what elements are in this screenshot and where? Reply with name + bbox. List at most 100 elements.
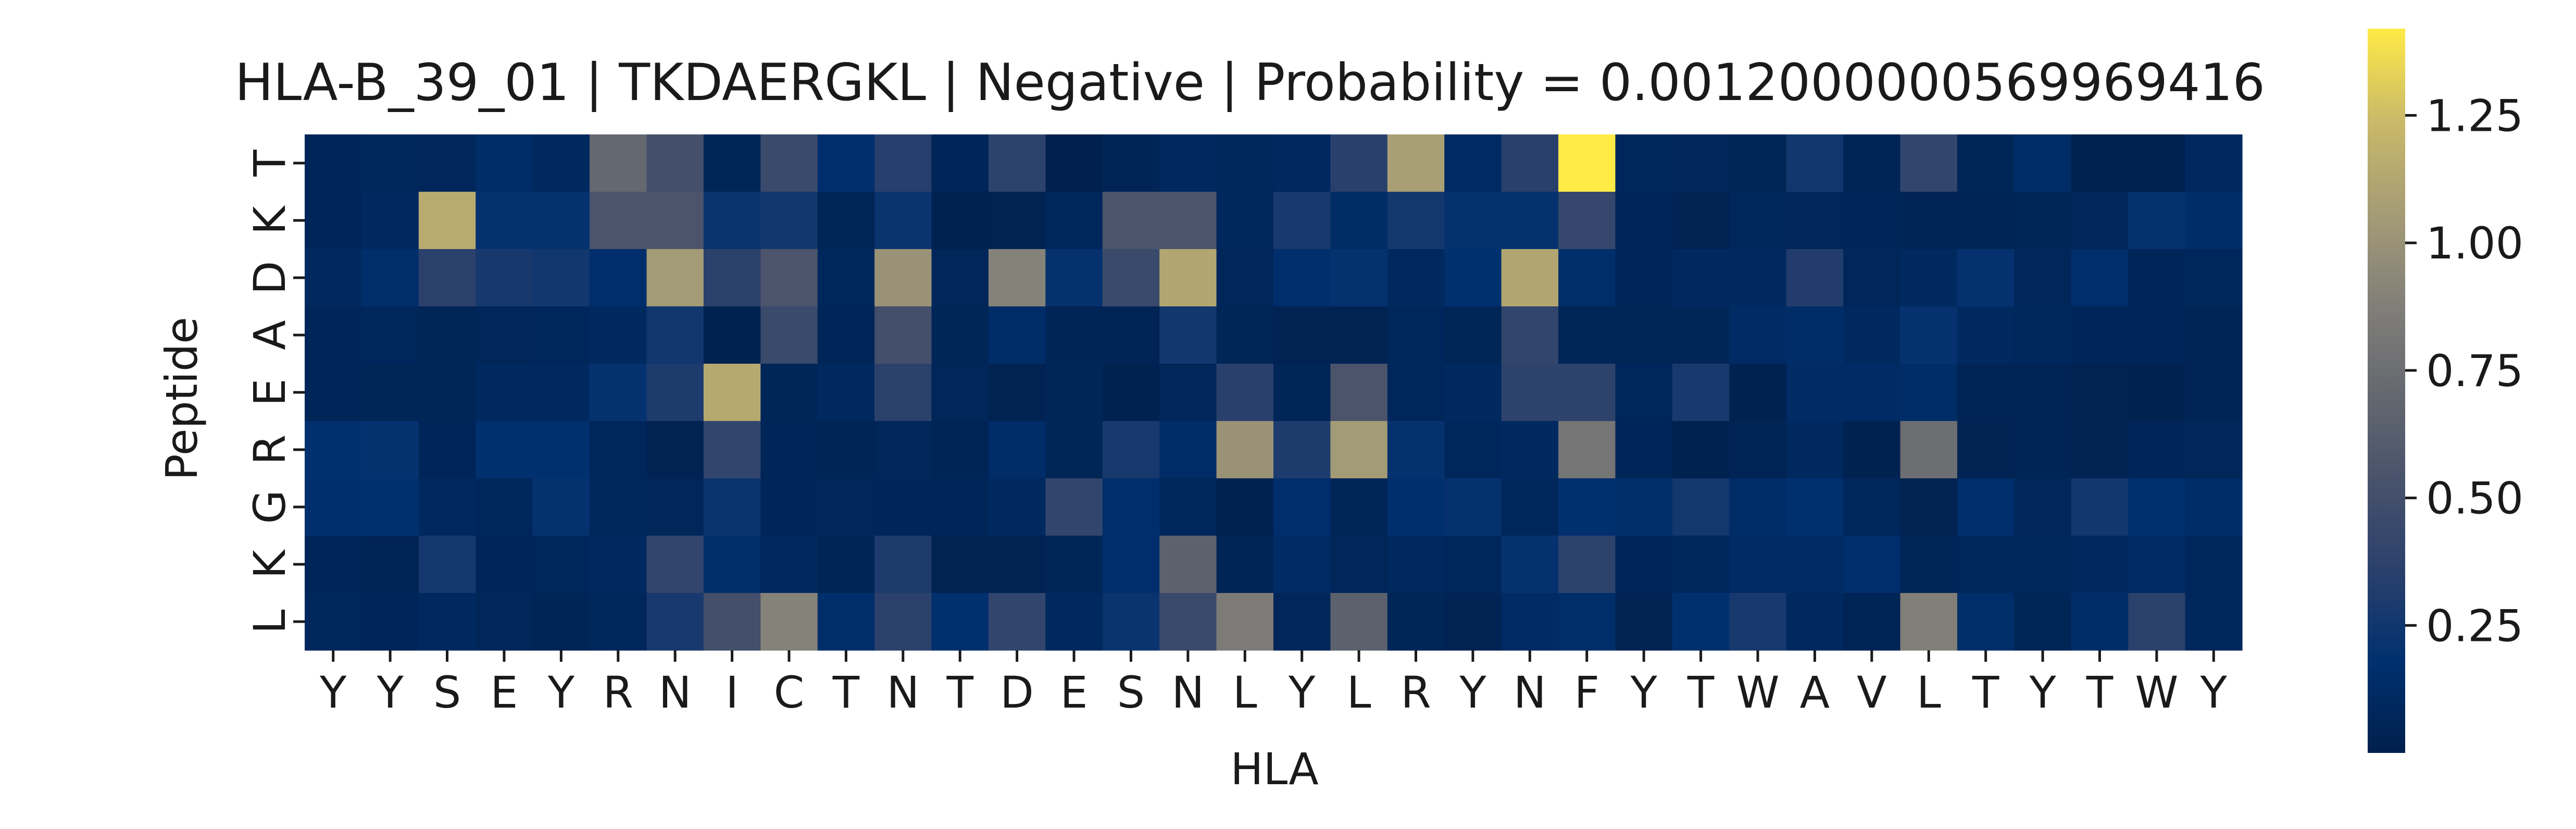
heatmap-cell [305,536,362,593]
heatmap-cell [760,306,818,364]
heatmap-cell [1387,536,1445,593]
heatmap-cell [1273,421,1331,479]
heatmap-cell [305,306,362,364]
heatmap-cell [590,478,647,536]
heatmap-cell [874,249,932,307]
heatmap-cell [2128,364,2186,422]
heatmap-cell [1843,134,1901,192]
heatmap-cell [2128,249,2186,307]
heatmap-cell [476,306,533,364]
heatmap-cell [1444,593,1502,651]
heatmap-cell [2071,134,2129,192]
heatmap-cell [1387,306,1445,364]
heatmap-cell [1102,478,1160,536]
heatmap-cell [1786,421,1844,479]
x-tick-label: Y [2029,667,2056,718]
heatmap-cell [646,421,704,479]
heatmap-cell [1615,306,1673,364]
y-tick-label: T [244,150,295,177]
heatmap-cell [988,249,1046,307]
heatmap-cell [305,364,362,422]
heatmap-cell [931,249,989,307]
heatmap-cell [1558,421,1616,479]
x-tick-label: Y [547,667,575,718]
heatmap-cell [2128,306,2186,364]
x-tick-label: Y [376,667,404,718]
heatmap-cell [1159,593,1217,651]
heatmap-cell [1615,134,1673,192]
heatmap-cell [1672,364,1730,422]
heatmap-cell [1957,364,2015,422]
heatmap-cell [1387,478,1445,536]
heatmap-cell [1900,306,1958,364]
heatmap-cell [703,593,761,651]
heatmap-cell [1273,192,1331,250]
heatmap-cell [760,134,818,192]
colorbar-tick-label: 0.50 [2426,473,2523,524]
heatmap-cell [532,134,590,192]
heatmap-cell [418,249,476,307]
heatmap-cell [1729,536,1787,593]
heatmap-cell [532,249,590,307]
heatmap-cell [305,134,362,192]
heatmap-cell [1615,593,1673,651]
heatmap-cell [646,134,704,192]
heatmap-cell [1102,306,1160,364]
heatmap-cell [1273,478,1331,536]
heatmap-cell [1444,478,1502,536]
heatmap-cell [476,421,533,479]
heatmap-cell [1273,364,1331,422]
heatmap-cell [361,134,419,192]
heatmap-cell [1330,478,1388,536]
heatmap-cell [988,593,1046,651]
heatmap-cell [817,536,875,593]
heatmap-cell [2128,536,2186,593]
heatmap-cell [1843,536,1901,593]
heatmap-cell [2128,421,2186,479]
heatmap-cell [703,364,761,422]
heatmap-cell [1843,593,1901,651]
heatmap-cell [1273,306,1331,364]
heatmap-cell [1957,306,2015,364]
heatmap-cell [817,478,875,536]
heatmap-cell [2128,134,2186,192]
heatmap-cell [1159,249,1217,307]
heatmap-cell [590,593,647,651]
heatmap-cell [1330,192,1388,250]
heatmap-cell [1729,478,1787,536]
heatmap-cell [476,192,533,250]
heatmap-cell [361,421,419,479]
heatmap-cell [1330,364,1388,422]
x-tick-label: Y [2200,667,2228,718]
heatmap-cell [931,593,989,651]
heatmap-cell [590,536,647,593]
y-tick-label: D [244,261,295,295]
heatmap-cell [931,192,989,250]
heatmap-cell [1786,192,1844,250]
heatmap-cell [1501,364,1559,422]
heatmap-cell [1159,364,1217,422]
heatmap-cell [646,593,704,651]
colorbar [2368,29,2405,753]
heatmap-cell [418,421,476,479]
heatmap-cell [1558,364,1616,422]
colorbar-tick-label: 1.00 [2426,218,2523,269]
heatmap-cell [1729,593,1787,651]
heatmap-cell [1957,192,2015,250]
heatmap-cell [2128,593,2186,651]
x-tick-label: Y [319,667,347,718]
heatmap-cell [1045,192,1103,250]
heatmap-cell [1900,249,1958,307]
heatmap-cell [646,306,704,364]
heatmap-cell [1444,192,1502,250]
heatmap-cell [1501,593,1559,651]
heatmap-cell [2071,364,2129,422]
heatmap-cell [817,593,875,651]
heatmap-cell [1558,134,1616,192]
heatmap-cell [1501,192,1559,250]
heatmap-cell [1045,593,1103,651]
x-tick-label: V [1857,667,1886,718]
heatmap-cell [1900,593,1958,651]
heatmap-cell [1558,192,1616,250]
heatmap-cell [1216,249,1274,307]
